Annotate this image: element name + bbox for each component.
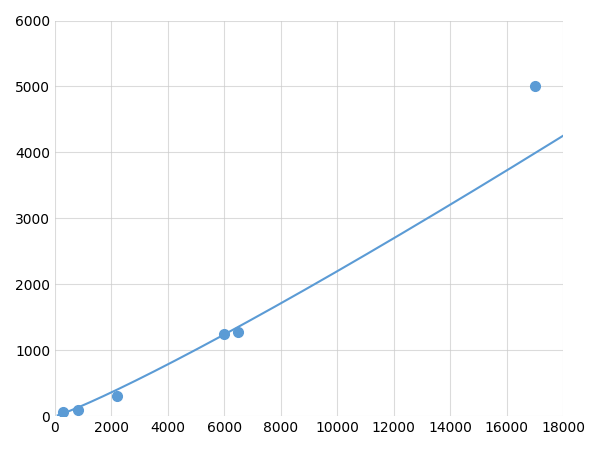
Point [59, 409, 68, 416]
Point [112, 392, 122, 399]
Point [220, 330, 229, 338]
Point [530, 83, 539, 90]
Point [73, 406, 82, 413]
Point [233, 328, 243, 335]
